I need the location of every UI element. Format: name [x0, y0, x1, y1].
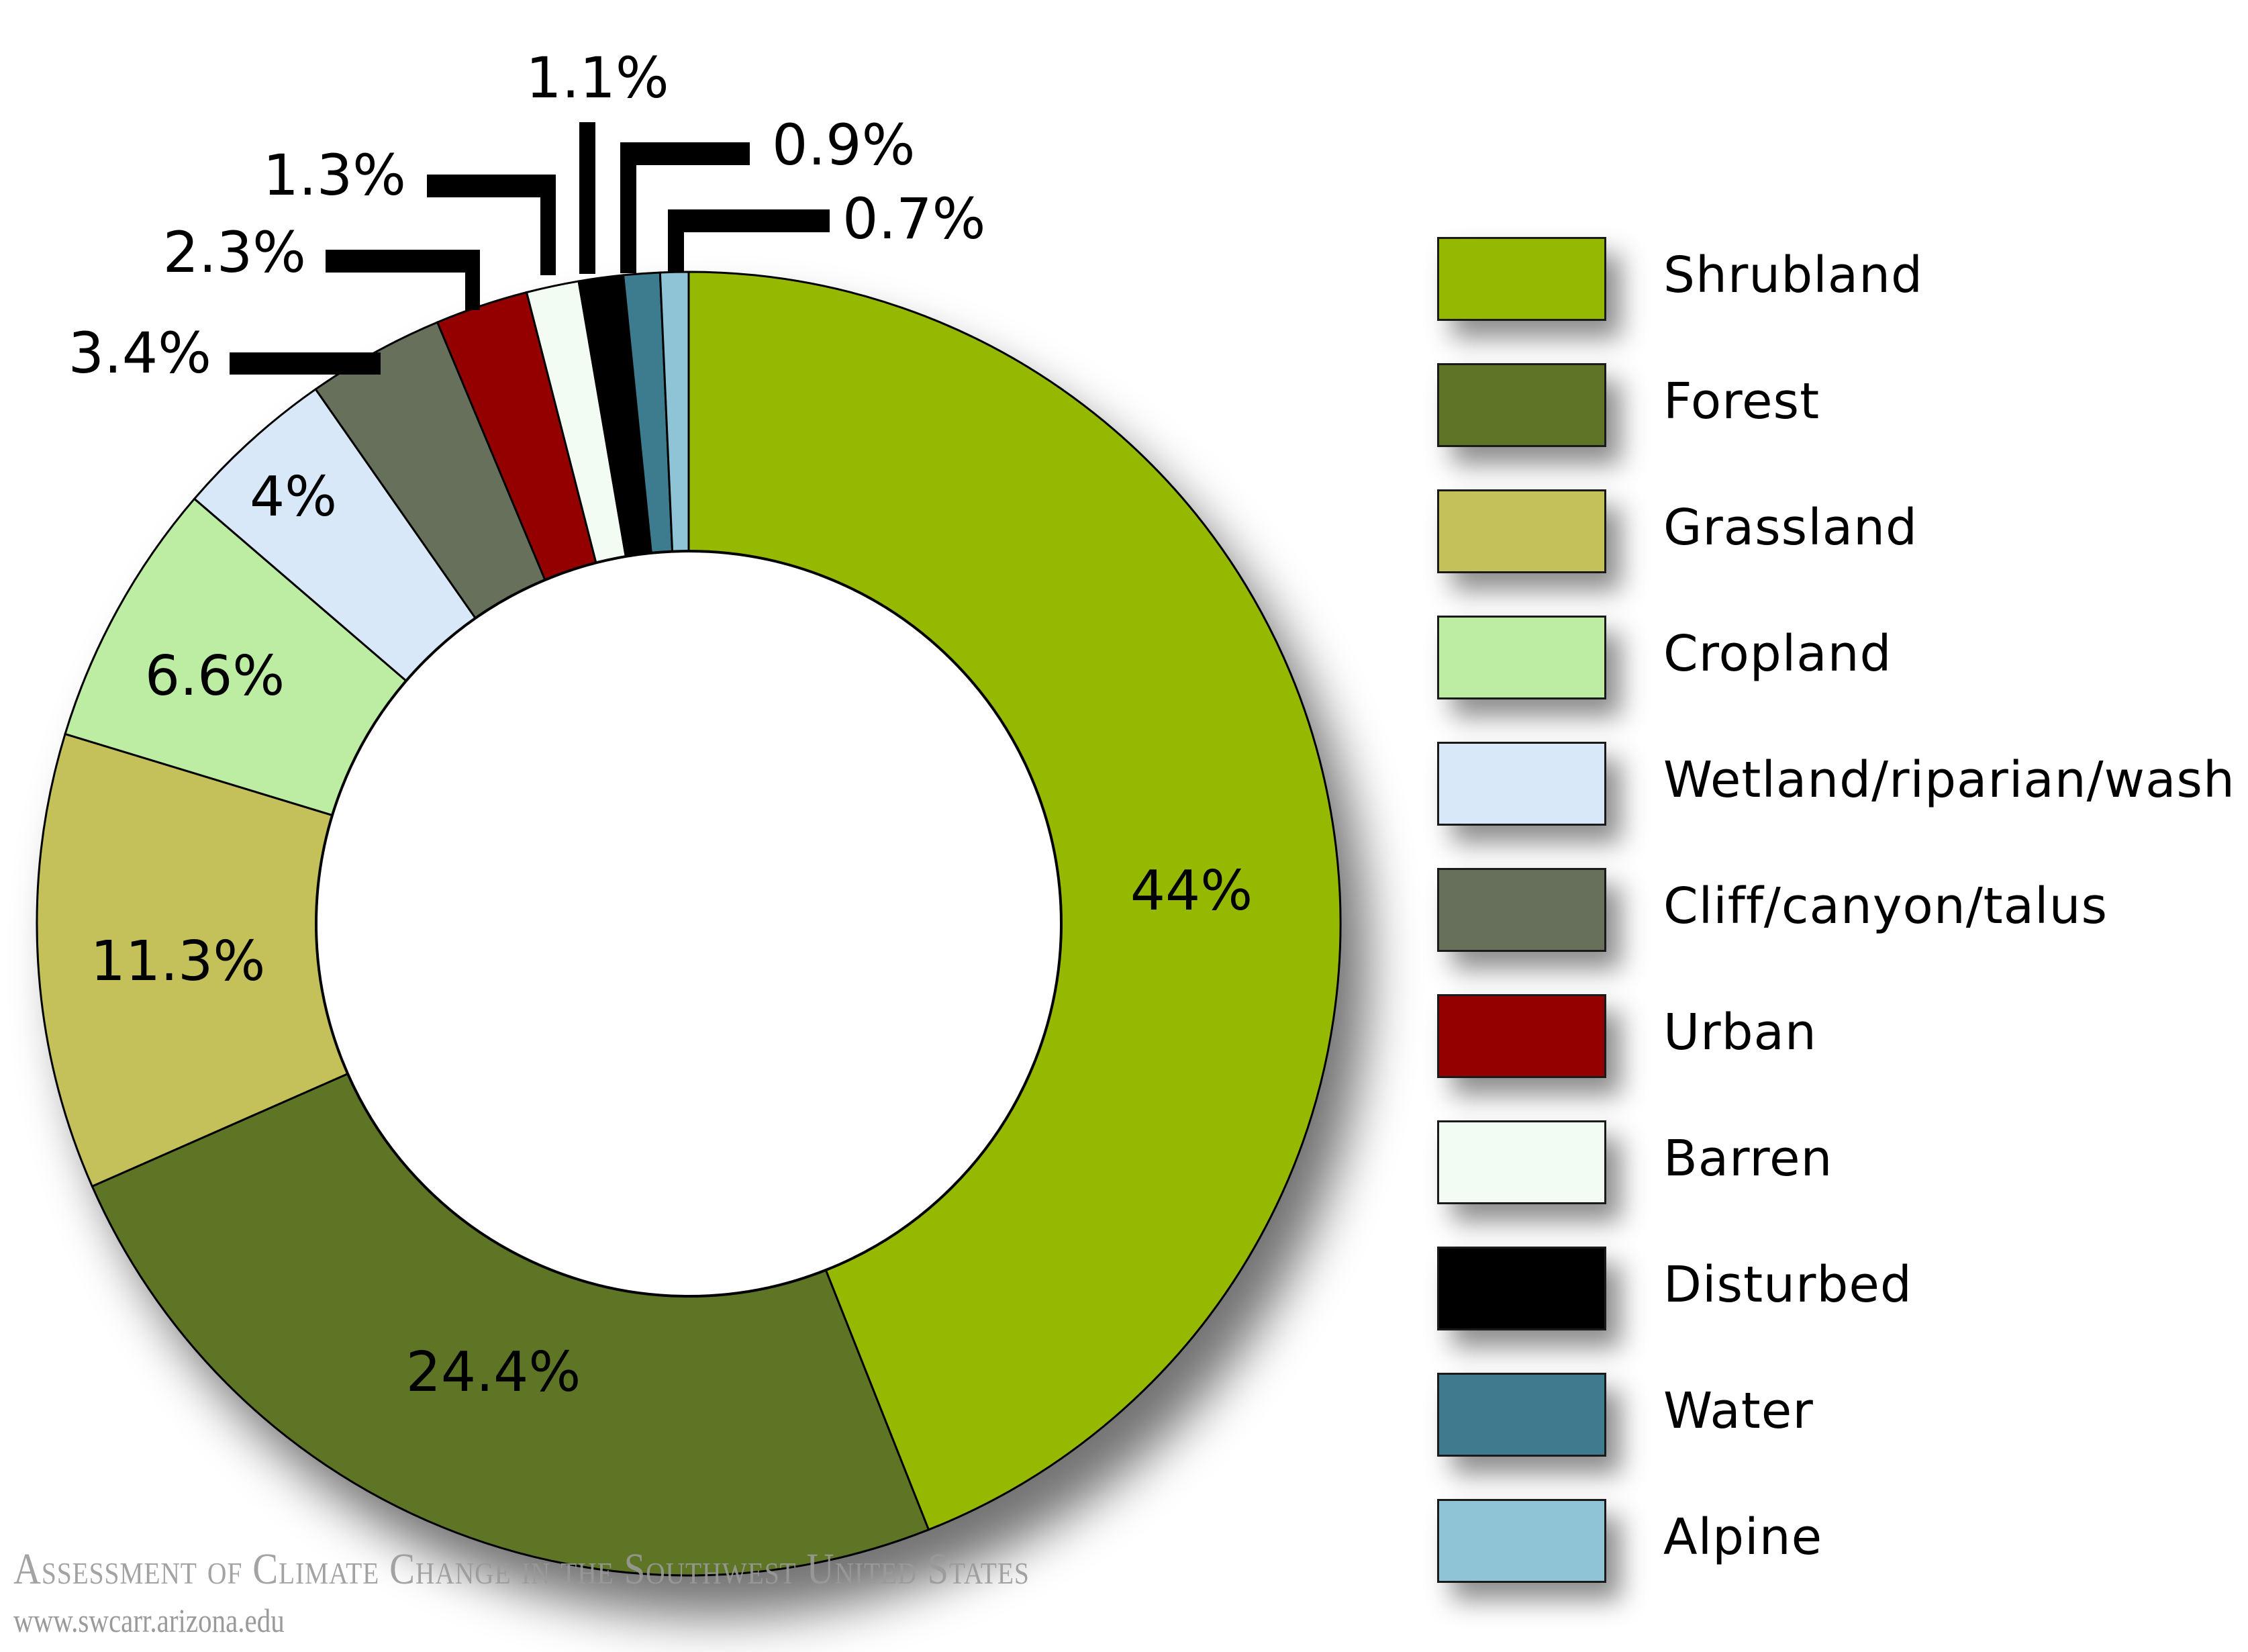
- footer-title: Assessment of Climate Change in the Sout…: [13, 1545, 1030, 1594]
- callout-line-urban-h: [326, 250, 480, 273]
- legend-swatch: [1437, 363, 1606, 447]
- legend-item-urban: Urban: [1437, 994, 2243, 1078]
- slice-label-wetland-riparian-wash: 4%: [250, 465, 337, 529]
- legend-item-disturbed: Disturbed: [1437, 1247, 2243, 1330]
- legend-label: Grassland: [1663, 499, 1918, 556]
- legend-swatch: [1437, 1373, 1606, 1457]
- legend-label: Forest: [1663, 373, 1820, 430]
- legend-label: Barren: [1663, 1130, 1833, 1187]
- callout-line-alpine-h: [668, 209, 830, 232]
- callout-label-alpine: 0.7%: [842, 186, 985, 252]
- legend-swatch: [1437, 1120, 1606, 1204]
- legend-swatch: [1437, 237, 1606, 321]
- slice-label-grassland: 11.3%: [91, 930, 266, 993]
- slice-label-cropland: 6.6%: [145, 644, 285, 708]
- callout-label-cliff: 3.4%: [68, 320, 211, 386]
- legend-label: Wetland/riparian/wash: [1663, 751, 2235, 809]
- callout-label-urban: 2.3%: [163, 220, 306, 285]
- callout-line-urban-v: [465, 250, 480, 310]
- callout-line-cliff: [230, 352, 381, 375]
- legend-item-grassland: Grassland: [1437, 489, 2243, 573]
- legend-item-forest: Forest: [1437, 363, 2243, 447]
- legend-swatch: [1437, 1499, 1606, 1583]
- callout-label-barren: 1.3%: [263, 142, 406, 208]
- legend-swatch: [1437, 868, 1606, 952]
- legend-label: Shrubland: [1663, 246, 1923, 304]
- slice-label-shrubland: 44%: [1130, 859, 1253, 923]
- callout-line-disturbed-v: [579, 122, 595, 274]
- legend-swatch: [1437, 1247, 1606, 1330]
- legend-item-wetland-riparian-wash: Wetland/riparian/wash: [1437, 742, 2243, 826]
- legend-item-alpine: Alpine: [1437, 1499, 2243, 1583]
- legend-label: Alpine: [1663, 1508, 1823, 1566]
- callout-label-disturbed: 1.1%: [526, 45, 669, 111]
- legend-label: Disturbed: [1663, 1256, 1912, 1314]
- callout-line-water-h: [620, 142, 750, 165]
- legend-label: Urban: [1663, 1004, 1817, 1061]
- legend-item-cropland: Cropland: [1437, 616, 2243, 699]
- legend-label: Cliff/canyon/talus: [1663, 877, 2108, 935]
- legend-item-shrubland: Shrubland: [1437, 237, 2243, 321]
- footer-url: www.swcarr.arizona.edu: [13, 1602, 285, 1639]
- legend-swatch: [1437, 742, 1606, 826]
- callout-line-barren-v: [540, 175, 556, 275]
- legend-swatch: [1437, 994, 1606, 1078]
- callout-labels: 3.4% 2.3% 1.3% 1.1% 0.9% 0.7%: [68, 45, 986, 386]
- legend-label: Water: [1663, 1382, 1814, 1440]
- callout-line-water-v: [620, 142, 636, 273]
- callout-label-water: 0.9%: [772, 112, 915, 178]
- callout-line-alpine-v: [668, 209, 684, 272]
- legend-item-water: Water: [1437, 1373, 2243, 1457]
- legend-item-barren: Barren: [1437, 1120, 2243, 1204]
- donut-slices: [36, 271, 1342, 1577]
- slice-labels: 44% 24.4% 11.3% 6.6% 4%: [91, 465, 1253, 1404]
- legend-item-cliff-canyon-talus: Cliff/canyon/talus: [1437, 868, 2243, 952]
- slice-label-forest: 24.4%: [406, 1341, 581, 1404]
- callout-lines: [230, 122, 830, 375]
- callout-line-barren-h: [427, 175, 556, 197]
- legend-swatch: [1437, 489, 1606, 573]
- donut-hole: [315, 550, 1063, 1298]
- legend-label: Cropland: [1663, 625, 1892, 683]
- legend-swatch: [1437, 616, 1606, 699]
